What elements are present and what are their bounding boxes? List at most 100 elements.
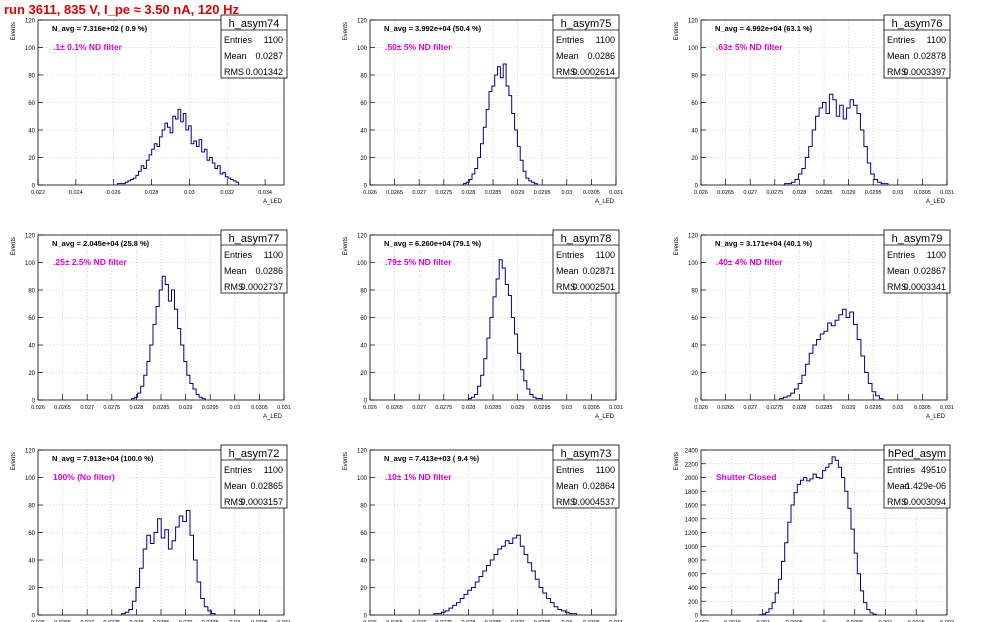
histogram-bin: [509, 544, 513, 616]
histogram-bin: [860, 130, 863, 185]
x-tick-label: 0.029: [511, 620, 525, 622]
stats-box: [883, 14, 951, 79]
y-tick-label: 80: [360, 504, 367, 510]
histogram-line: [121, 510, 216, 615]
y-tick-label: 60: [360, 316, 367, 322]
y-tick-label: 0: [364, 614, 368, 620]
y-tick-label: 40: [28, 344, 35, 350]
y-tick-label: 100: [357, 46, 368, 52]
x-tick-label: 0.029: [179, 405, 193, 411]
x-tick-label: 0.026: [31, 405, 45, 411]
x-tick-label: 0.0265: [386, 620, 403, 622]
histogram-bin: [196, 147, 199, 186]
x-tick-label: 0.031: [940, 405, 954, 411]
histogram-bin: [810, 479, 813, 615]
n-avg-text: N_avg = 4.992e+04 (63.1 %): [715, 24, 813, 33]
histogram-bin: [162, 276, 165, 400]
histogram-bin: [842, 478, 845, 616]
stats-value-rms: 0.0003157: [240, 497, 283, 507]
plot-frame: [700, 449, 948, 616]
y-tick-label: 120: [357, 449, 368, 455]
stats-box: [552, 14, 620, 79]
y-tick-label: 120: [688, 19, 699, 25]
histogram-bin: [842, 309, 846, 400]
histogram-bin: [864, 147, 867, 186]
y-tick-label: 40: [691, 129, 698, 135]
x-tick-label: 0.031: [277, 405, 291, 411]
y-tick-label: 0: [32, 184, 36, 190]
y-tick-label: 100: [25, 261, 36, 267]
histogram-bin: [500, 78, 503, 185]
stats-key-entries: Entries: [887, 250, 916, 260]
histogram-bin: [857, 340, 861, 401]
histogram-bin: [554, 607, 558, 615]
histogram-bin: [498, 67, 501, 185]
histogram-line: [784, 93, 889, 185]
stats-key-entries: Entries: [556, 465, 585, 475]
x-tick-label: 0: [822, 620, 825, 622]
x-tick-label: 0.026: [363, 405, 377, 411]
n-avg-text: N_avg = 3.992e+04 (50.4 %): [384, 24, 482, 33]
x-tick-label: 0.0305: [914, 190, 931, 196]
stats-value-mean: 0.02871: [582, 266, 615, 276]
histogram-bin: [456, 603, 460, 615]
histogram-bin: [144, 169, 147, 186]
y-tick-label: 80: [28, 504, 35, 510]
histogram-bin: [490, 560, 494, 615]
stats-value-rms: 0.0002614: [572, 67, 615, 77]
y-tick-label: 2400: [685, 449, 699, 455]
histogram-bin: [846, 318, 850, 401]
histogram-bin: [193, 389, 196, 400]
histogram-line: [467, 259, 543, 400]
y-tick-label: 40: [360, 129, 367, 135]
histogram-bin: [832, 457, 835, 615]
stats-key-rms: RMS: [224, 67, 244, 77]
stats-box: [220, 14, 288, 79]
histogram-panel-h_asym73: 0 20 40 60 80 100 120 0.026 0.0265 0.027 0.0275 0.0…: [343, 444, 623, 622]
x-tick-label: 0.026: [694, 405, 708, 411]
stats-title: h_asym77: [229, 233, 280, 245]
stats-value-entries: 1100: [596, 250, 615, 260]
histogram-bin: [183, 522, 187, 616]
y-tick-label: 80: [360, 289, 367, 295]
x-axis-label: A_LED: [263, 414, 283, 420]
x-tick-label: 0.027: [412, 620, 426, 622]
y-tick-label: 1800: [685, 490, 699, 496]
x-tick-label: 0.0295: [865, 190, 882, 196]
x-tick-label: 0.0295: [534, 620, 551, 622]
histogram-line: [433, 534, 578, 615]
y-tick-label: 0: [364, 399, 368, 405]
histogram-bin: [520, 546, 524, 615]
histogram-bin: [168, 549, 172, 615]
histogram-bin: [186, 511, 190, 616]
filter-annotation: .25± 2.5% ND filter: [53, 257, 127, 267]
x-tick-label: 0.026: [363, 190, 377, 196]
x-tick-label: -0.0005: [784, 620, 803, 622]
x-tick-label: 0.0265: [386, 405, 403, 411]
y-tick-label: 120: [25, 449, 36, 455]
n-avg-text: N_avg = 3.171e+04 (40.1 %): [715, 239, 813, 248]
histogram-bin: [472, 588, 476, 616]
histogram-bin: [798, 174, 801, 185]
y-tick-label: 80: [28, 289, 35, 295]
histogram-bin: [838, 467, 841, 615]
histogram-bin: [140, 568, 144, 615]
histogram-line: [779, 308, 884, 400]
stats-key-mean: Mean: [224, 51, 247, 61]
histogram-bin: [845, 491, 848, 615]
y-tick-label: 2000: [685, 476, 699, 482]
x-tick-label: 0.0275: [435, 620, 452, 622]
histogram-bin: [179, 516, 183, 615]
x-tick-label: 0.0285: [816, 405, 833, 411]
x-tick-label: 0.0285: [485, 190, 502, 196]
stats-box: [220, 229, 288, 294]
x-tick-label: 0.028: [130, 405, 144, 411]
stats-key-entries: Entries: [887, 465, 916, 475]
histogram-bin: [202, 152, 205, 185]
x-tick-label: 0.027: [743, 405, 757, 411]
n-avg-text: N_avg = 6.260e+04 (79.1 %): [384, 239, 482, 248]
histogram-bin: [558, 610, 562, 616]
x-tick-label: 0.029: [511, 190, 525, 196]
plot-frame: [37, 449, 285, 616]
